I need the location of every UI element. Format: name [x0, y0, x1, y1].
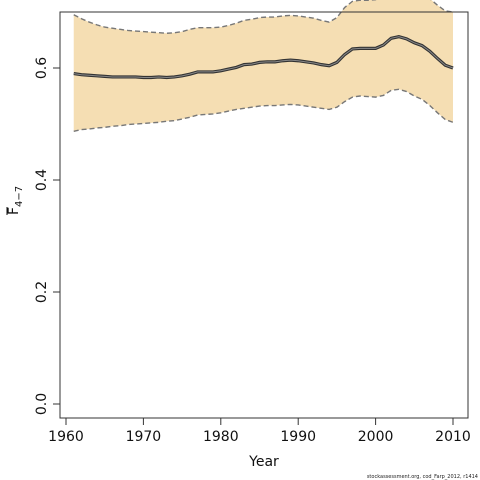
y-axis-label: F4−7: [6, 186, 25, 215]
footer-credit: stockassessment.org, cod_Farp_2012, r141…: [366, 474, 478, 480]
x-axis: 1960 1970 1980 1990 2000 2010: [48, 418, 471, 445]
upper-bound-line: [73, 0, 454, 34]
x-tick-label: 1970: [126, 429, 162, 445]
x-tick-label: 1980: [203, 429, 239, 445]
estimate-line: [73, 36, 454, 79]
series-lines-layer: [73, 0, 454, 132]
confidence-band: [73, 0, 453, 132]
y-tick-label: 0.4: [34, 169, 50, 191]
y-axis-label-text: F4−7: [6, 186, 25, 215]
y-axis: 0.0 0.2 0.4 0.6: [34, 57, 60, 415]
y-tick-label: 0.2: [34, 281, 50, 303]
x-tick-label: 2010: [435, 429, 471, 445]
x-tick-label: 1990: [280, 429, 316, 445]
x-tick-label: 2000: [358, 429, 394, 445]
y-tick-label: 0.0: [34, 393, 50, 415]
y-axis-label-main: F: [6, 207, 22, 215]
y-tick-label: 0.6: [34, 57, 50, 79]
lower-bound-line: [73, 88, 454, 132]
x-tick-label: 1960: [48, 429, 84, 445]
plot-frame: [59, 11, 469, 419]
y-axis-label-subscript: 4−7: [14, 186, 25, 207]
confidence-band-layer: [73, 0, 453, 132]
x-axis-label: Year: [248, 454, 279, 470]
